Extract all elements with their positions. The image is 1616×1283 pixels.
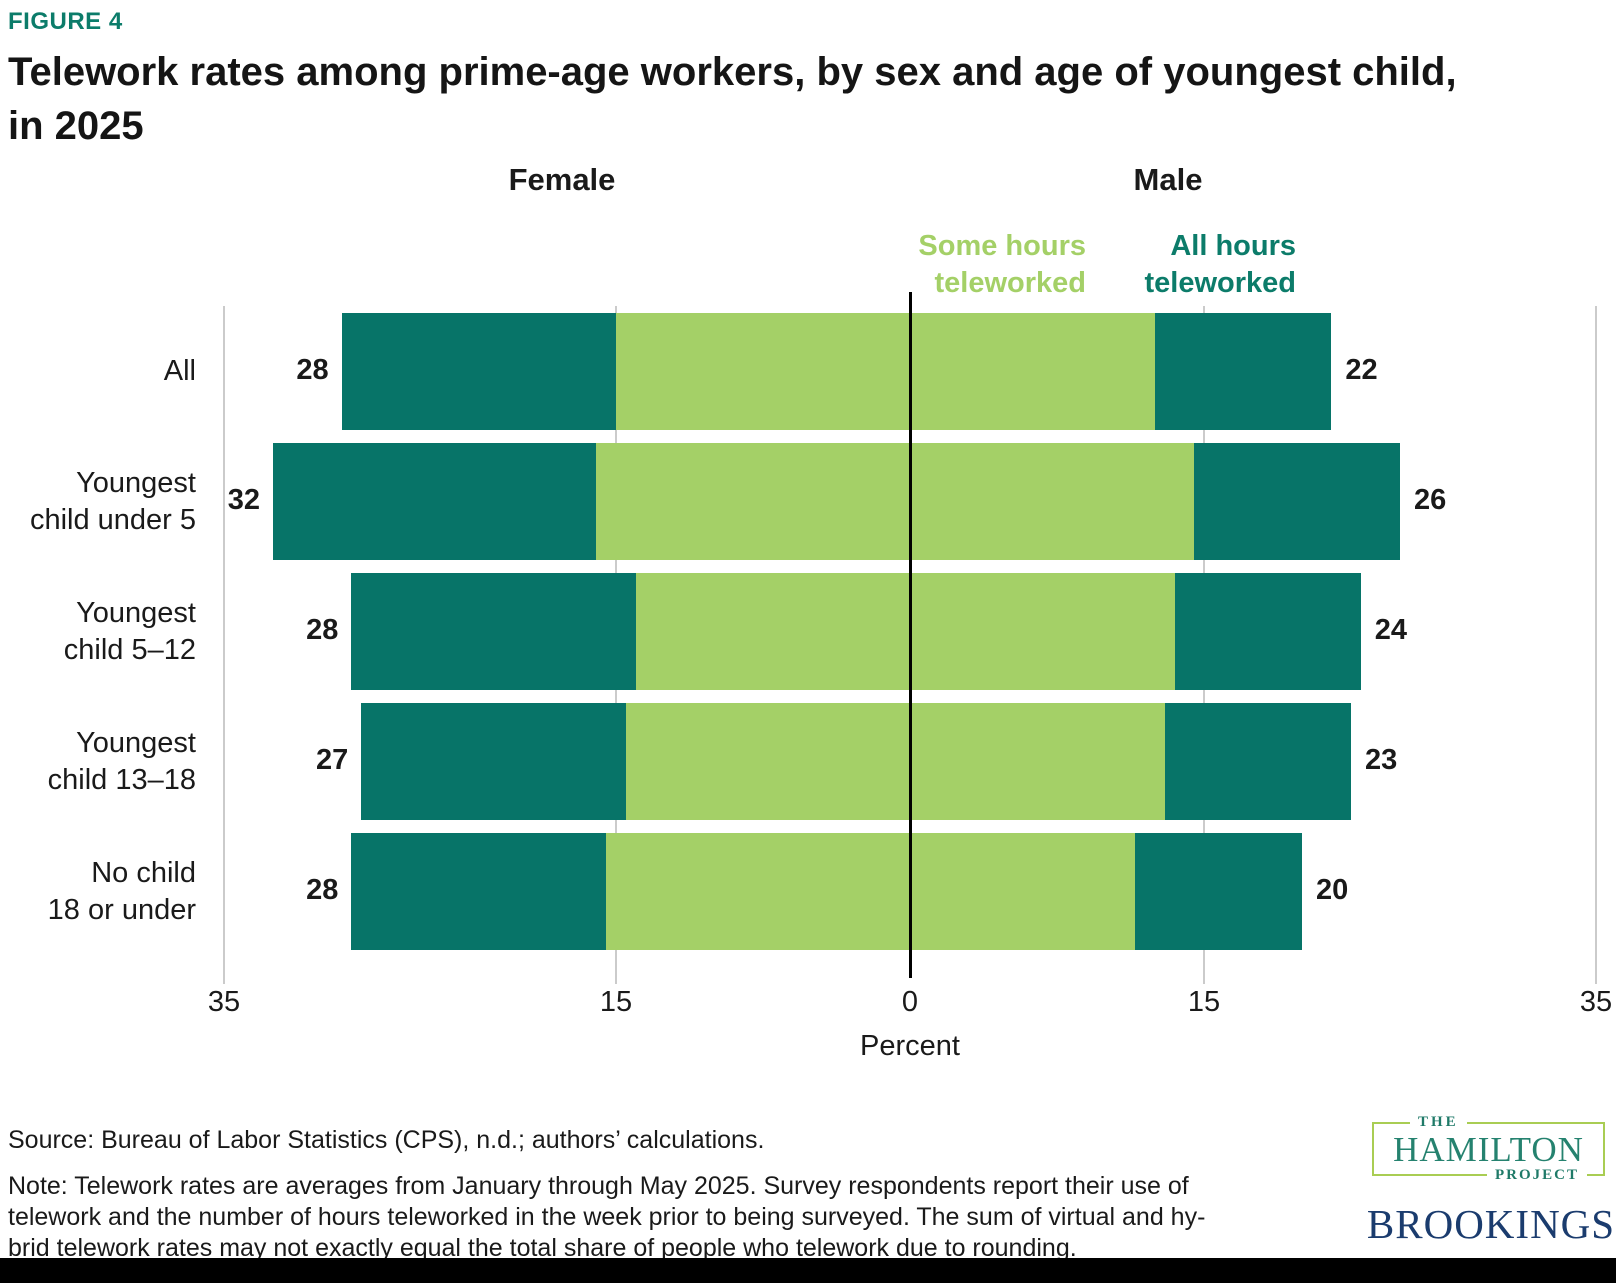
row-label-3-line-0: Youngest [76,726,196,759]
male-all-hours-segment [1135,833,1302,950]
x-tick-label-0: 35 [207,986,241,1018]
row-label-2: Youngest child 5–12 [0,595,196,669]
male-value-label: 26 [1414,483,1447,516]
female-some-hours-segment [606,833,910,950]
legend-some-hours: Some hours teleworked [918,228,1086,302]
female-all-hours-segment [351,833,607,950]
note-line-1: Note: Telework rates are averages from J… [8,1172,1189,1200]
legend-all-hours-line-1: All hours [1170,230,1296,262]
legend-some-hours-line-2: teleworked [934,267,1087,299]
legend-all-hours: All hours teleworked [1145,228,1297,302]
brookings-logo: BROOKINGS [1366,1201,1616,1247]
zero-axis-line [908,292,912,978]
row-label-4-line-0: No child [91,856,196,889]
female-value-label: 27 [315,743,349,776]
male-some-hours-segment [910,573,1175,690]
female-value-label: 32 [227,483,260,516]
male-some-hours-segment [910,703,1165,820]
female-all-hours-segment [351,573,636,690]
figure-label: FIGURE 4 [8,8,123,35]
female-all-hours-segment [273,443,597,560]
male-all-hours-segment [1155,313,1332,430]
female-value-label: 28 [296,353,329,386]
row-label-3: Youngest child 13–18 [0,725,196,799]
female-value-label: 28 [306,613,339,646]
x-tick-label-1: 15 [599,986,633,1018]
gridline-35-right [1595,306,1597,984]
chart-title-line-2: in 2025 [8,104,144,148]
x-tick-label-2: 0 [901,986,919,1018]
row-label-0: All [0,353,196,390]
hamilton-logo-project: PROJECT [1486,1167,1587,1184]
male-all-hours-segment [1194,443,1400,560]
legend-some-hours-line-1: Some hours [918,230,1086,262]
row-label-0-line-0: All [163,355,196,387]
hamilton-logo-the: THE [1410,1114,1467,1131]
legend-all-hours-line-2: teleworked [1144,267,1297,299]
male-all-hours-segment [1164,703,1351,820]
row-label-2-line-1: child 5–12 [63,633,196,666]
bottom-crop-bar [0,1258,1616,1283]
male-value-label: 24 [1374,613,1408,646]
gridline-35-left [223,306,225,984]
x-tick-label-4: 35 [1579,986,1613,1018]
row-label-2-line-0: Youngest [76,596,196,629]
x-axis-label: Percent [860,1030,960,1062]
male-all-hours-segment [1174,573,1361,690]
female-some-hours-segment [625,703,910,820]
female-all-hours-segment [361,703,626,820]
note-line-2: telework and the number of hours telewor… [8,1203,1206,1231]
male-some-hours-segment [910,313,1155,430]
chart-title-line-1: Telework rates among prime-age workers, … [8,50,1457,94]
hamilton-project-logo: THE HAMILTON PROJECT [1372,1114,1605,1184]
female-all-hours-segment [341,313,616,430]
x-tick-label-3: 15 [1187,986,1221,1018]
row-label-4-line-1: 18 or under [47,893,196,926]
group-header-female: Female [508,162,616,197]
male-value-label: 22 [1345,353,1378,386]
row-label-1: Youngest child under 5 [0,465,196,539]
female-some-hours-segment [635,573,910,690]
male-value-label: 23 [1365,743,1398,776]
female-some-hours-segment [596,443,910,560]
row-label-3-line-1: child 13–18 [47,763,196,796]
male-some-hours-segment [910,833,1136,950]
female-some-hours-segment [616,313,910,430]
row-label-4: No child 18 or under [0,855,196,929]
source-text: Source: Bureau of Labor Statistics (CPS)… [8,1126,765,1154]
group-header-male: Male [1133,162,1203,197]
male-some-hours-segment [910,443,1195,560]
note-line-3: brid telework rates may not exactly equa… [8,1234,1077,1262]
row-label-1-line-1: child under 5 [29,503,196,536]
hamilton-logo-name: HAMILTON [1393,1130,1584,1169]
female-value-label: 28 [306,873,339,906]
row-label-1-line-0: Youngest [76,466,196,499]
male-value-label: 20 [1316,873,1349,906]
